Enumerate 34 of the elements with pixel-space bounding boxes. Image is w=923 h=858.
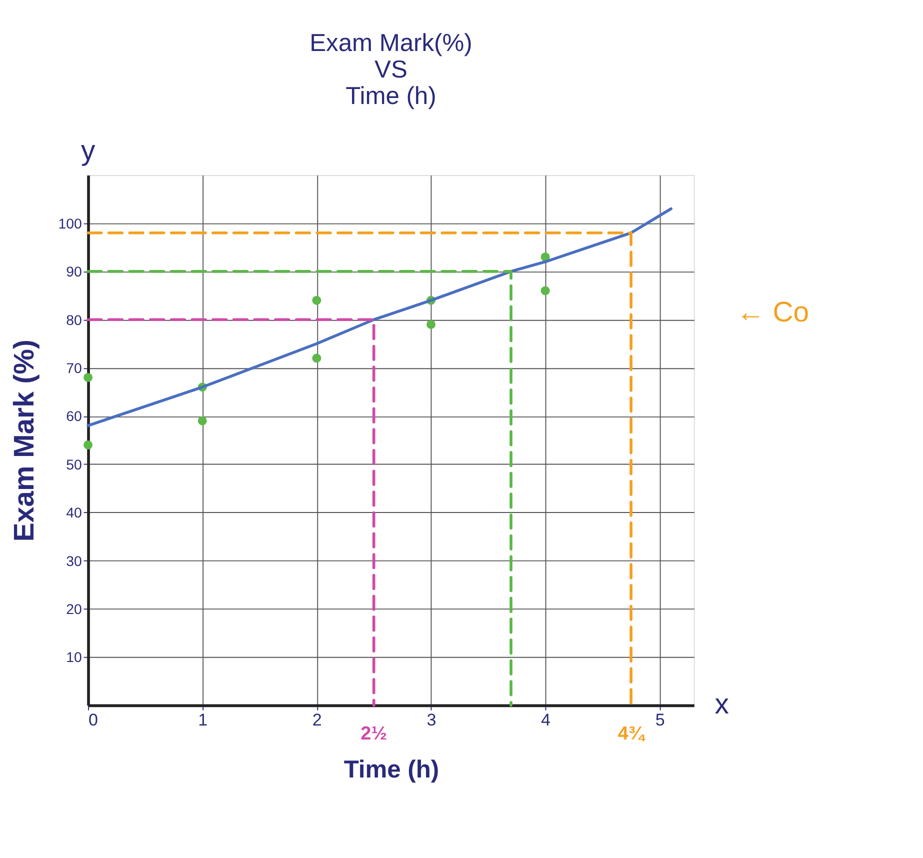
y-tick-label: 70: [66, 361, 82, 378]
y-tick-label: 30: [66, 554, 82, 570]
text: y: [80, 134, 96, 167]
text: Time (h): [346, 83, 436, 110]
text: VS: [374, 56, 408, 84]
annotation: 4¾: [618, 723, 646, 744]
x-axis-title: Time (h): [344, 756, 440, 784]
point: [426, 320, 436, 329]
point: [312, 354, 322, 363]
y-tick-label: 40: [66, 506, 82, 522]
x-tick-label: 4: [541, 710, 551, 730]
y-tick-label: 60: [66, 409, 82, 426]
y-tick-label: 20: [66, 602, 82, 618]
text: Exam Mark(%): [310, 30, 472, 58]
y-tick-label: 90: [66, 264, 82, 281]
x-tick-label: 5: [655, 710, 665, 730]
annotation: 2½: [360, 723, 387, 744]
x-tick-label: 3: [426, 710, 436, 730]
x-tick-label: 2: [312, 710, 322, 730]
point: [540, 286, 550, 296]
x-tick-label: 1: [198, 710, 208, 730]
text: ← Co: [736, 296, 810, 328]
y-tick-label: 10: [66, 650, 82, 666]
point: [84, 372, 93, 382]
y-tick-label: 100: [58, 216, 82, 232]
y-tick-label: 80: [66, 312, 82, 329]
text: x: [714, 688, 729, 721]
point: [312, 296, 322, 305]
line-series: [86, 207, 672, 428]
point: [198, 416, 207, 426]
x-tick-label: 0: [88, 710, 98, 730]
y-axis-title: Exam Mark (%): [8, 340, 41, 542]
y-tick-label: 50: [66, 457, 82, 474]
point: [84, 440, 93, 450]
